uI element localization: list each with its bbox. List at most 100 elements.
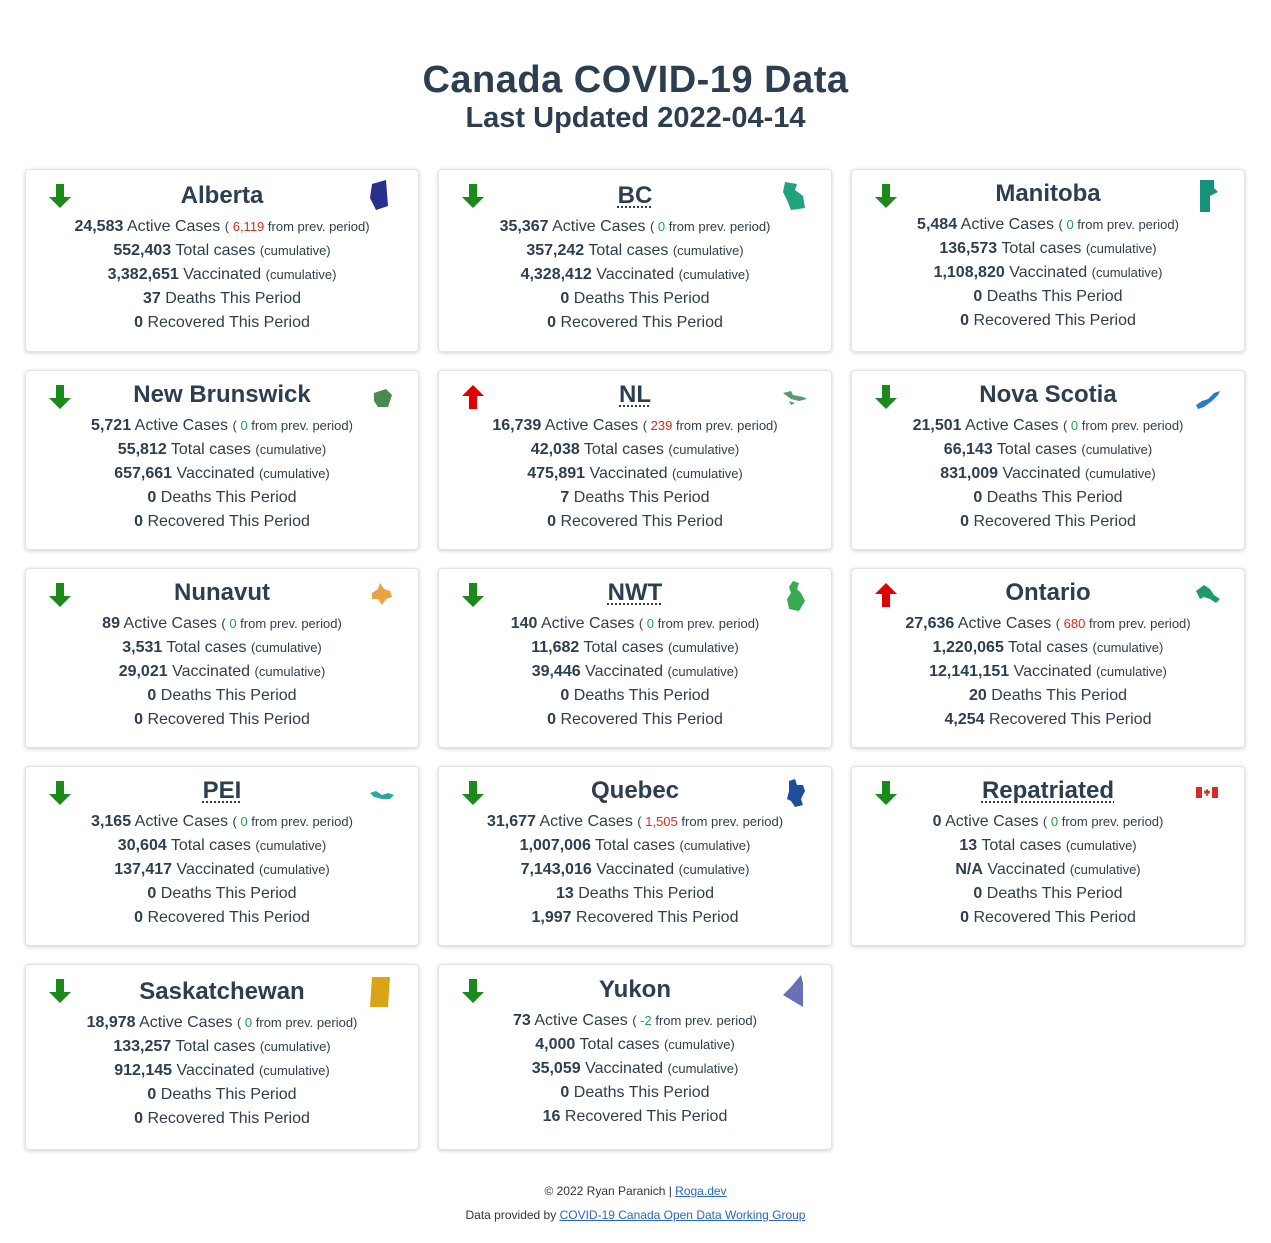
new-brunswick-map-icon [366,379,398,415]
cumulative-label: (cumulative) [258,1063,330,1078]
deaths-line: 37 Deaths This Period [26,287,418,311]
total-cases-value: 42,038 [530,441,580,458]
recovered-label: Recovered This Period [973,513,1136,530]
from-prev-label: from prev. period [668,219,767,234]
active-cases-value: 18,978 [86,1014,136,1031]
vaccinated-line: 12,141,151 Vaccinated (cumulative) [852,660,1244,684]
active-cases-label: Active Cases [123,615,217,632]
province-card-manitoba: Manitoba 5,484 Active Cases ( 0 from prev… [851,169,1245,352]
roga-link[interactable]: Roga.dev [675,1184,727,1198]
deaths-value: 0 [973,288,983,305]
total-cases-line: 55,812 Total cases (cumulative) [26,438,418,462]
change-value: 0 [229,616,237,631]
active-cases-value: 73 [513,1012,531,1029]
copyright-text: © 2022 Ryan Paranich | [544,1184,672,1198]
recovered-label: Recovered This Period [973,312,1136,329]
active-cases-value: 21,501 [912,417,962,434]
total-cases-value: 11,682 [531,639,580,656]
deaths-value: 0 [973,885,983,902]
vaccinated-label: Vaccinated [176,465,255,482]
province-name-text: NL [619,381,651,408]
deaths-value: 0 [147,885,157,902]
trend-down-arrow-icon [461,582,485,608]
recovered-value: 0 [547,513,556,530]
ontario-map-icon [1192,577,1224,613]
province-name-text: Alberta [180,182,264,209]
total-cases-value: 3,531 [122,639,163,656]
province-name-text: BC [617,182,653,209]
province-name: Manitoba [852,179,1244,209]
province-name-text: Ontario [1005,579,1091,606]
deaths-line: 20 Deaths This Period [852,684,1244,708]
recovered-label: Recovered This Period [147,711,310,728]
total-cases-value: 30,604 [117,837,167,854]
total-cases-label: Total cases [588,242,669,259]
total-cases-label: Total cases [166,639,247,656]
province-card-alberta: Alberta 24,583 Active Cases ( 6,119 from … [25,169,419,352]
change-value: 6,119 [232,219,265,234]
total-cases-label: Total cases [583,441,664,458]
vaccinated-line: 912,145 Vaccinated (cumulative) [26,1059,418,1083]
vaccinated-line: N/A Vaccinated (cumulative) [852,858,1244,882]
recovered-line: 0 Recovered This Period [439,510,831,534]
province-stats: 3,165 Active Cases ( 0 from prev. period… [26,810,418,930]
footer-copyright: © 2022 Ryan Paranich | Roga.dev [0,1184,1271,1198]
recovered-line: 0 Recovered This Period [439,708,831,732]
vaccinated-value: 912,145 [114,1062,173,1079]
active-cases-value: 16,739 [492,417,542,434]
active-cases-label: Active Cases [957,615,1052,632]
deaths-line: 7 Deaths This Period [439,486,831,510]
recovered-line: 4,254 Recovered This Period [852,708,1244,732]
total-cases-line: 1,007,006 Total cases (cumulative) [439,834,831,858]
cumulative-label: (cumulative) [672,243,744,258]
vaccinated-line: 29,021 Vaccinated (cumulative) [26,660,418,684]
deaths-value: 0 [147,1086,157,1103]
total-cases-label: Total cases [981,837,1062,854]
deaths-value: 7 [560,489,570,506]
recovered-line: 0 Recovered This Period [26,708,418,732]
cumulative-label: (cumulative) [679,838,751,853]
deaths-value: 0 [560,290,570,307]
change-paren: ( 1,505 from prev. period) [637,814,784,829]
cumulative-label: (cumulative) [255,442,327,457]
cumulative-label: (cumulative) [265,267,337,282]
recovered-value: 4,254 [944,711,985,728]
active-cases-label: Active Cases [539,813,633,830]
province-name: Nova Scotia [852,380,1244,410]
trend-down-arrow-icon [48,384,72,410]
total-cases-line: 1,220,065 Total cases (cumulative) [852,636,1244,660]
recovered-label: Recovered This Period [147,909,310,926]
cumulative-label: (cumulative) [1092,640,1164,655]
active-cases-line: 0 Active Cases ( 0 from prev. period) [852,810,1244,834]
province-stats: 140 Active Cases ( 0 from prev. period) 1… [439,612,831,732]
recovered-label: Recovered This Period [147,513,310,530]
province-name-text: Saskatchewan [139,978,305,1005]
province-card-nunavut: Nunavut 89 Active Cases ( 0 from prev. pe… [25,568,419,748]
recovered-line: 0 Recovered This Period [26,1107,418,1131]
manitoba-map-icon [1192,178,1224,214]
trend-down-arrow-icon [461,978,485,1004]
deaths-label: Deaths This Period [578,885,715,902]
active-cases-value: 0 [932,813,942,830]
vaccinated-value: 831,009 [940,465,999,482]
total-cases-label: Total cases [579,1036,660,1053]
change-paren: ( 0 from prev. period) [236,1015,358,1030]
change-paren: ( 0 from prev. period) [1058,217,1179,232]
total-cases-label: Total cases [175,1038,256,1055]
active-cases-line: 3,165 Active Cases ( 0 from prev. period… [26,810,418,834]
active-cases-label: Active Cases [134,813,229,830]
canada-flag-icon [1192,775,1224,811]
data-source-link[interactable]: COVID-19 Canada Open Data Working Group [559,1208,806,1222]
province-name: NL [439,380,831,410]
from-prev-label: from prev. period [1061,814,1160,829]
deaths-label: Deaths This Period [160,1086,297,1103]
total-cases-label: Total cases [170,441,251,458]
total-cases-line: 66,143 Total cases (cumulative) [852,438,1244,462]
province-stats: 35,367 Active Cases ( 0 from prev. perio… [439,215,831,335]
recovered-line: 0 Recovered This Period [852,309,1244,333]
active-cases-value: 3,165 [91,813,132,830]
change-value: 239 [650,418,673,433]
deaths-value: 37 [142,290,161,307]
province-card-bc: BC 35,367 Active Cases ( 0 from prev. per… [438,169,832,352]
province-name: PEI [26,776,418,806]
